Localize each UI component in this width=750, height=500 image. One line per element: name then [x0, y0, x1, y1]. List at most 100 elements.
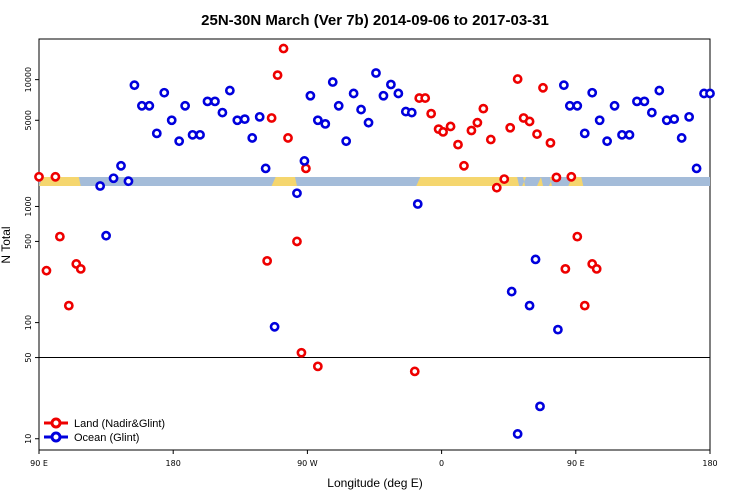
- land-point: [278, 43, 289, 54]
- ocean-point: [348, 88, 359, 99]
- y-tick-label: 500: [24, 234, 33, 249]
- land-point: [579, 300, 590, 311]
- y-tick-label: 10: [24, 434, 33, 444]
- ocean-point: [530, 254, 541, 265]
- land-point: [75, 263, 86, 274]
- y-tick-label: 100: [24, 315, 33, 330]
- land-band-segment: [39, 177, 81, 186]
- ocean-point: [535, 401, 545, 412]
- land-band-segment: [271, 177, 297, 186]
- land-point: [50, 171, 61, 182]
- legend: Land (Nadir&Glint) Ocean (Glint): [44, 417, 165, 444]
- land-point: [292, 236, 302, 247]
- ocean-point: [512, 429, 523, 439]
- ocean-point: [305, 90, 316, 101]
- ocean-point: [393, 88, 404, 99]
- y-tick-label: 5000: [24, 110, 33, 130]
- land-point: [512, 74, 523, 84]
- legend-entry-ocean: Ocean (Glint): [44, 431, 139, 444]
- ocean-band: [39, 177, 710, 186]
- ocean-point: [558, 80, 569, 91]
- land-band-segment: [537, 177, 543, 186]
- legend-marker: [50, 431, 62, 443]
- ocean-point: [632, 96, 642, 107]
- land-point: [472, 117, 483, 128]
- land-point: [409, 366, 420, 377]
- legend-label-ocean: Ocean (Glint): [74, 432, 139, 444]
- ocean-point: [602, 136, 613, 147]
- y-axis-ticks: 5000 10000 10 50 100 500 1000: [24, 67, 39, 444]
- ocean-point: [506, 286, 517, 297]
- ocean-point: [406, 107, 417, 118]
- legend-marker: [50, 417, 62, 429]
- land-point: [524, 116, 535, 127]
- ocean-point: [254, 111, 265, 122]
- ocean-point: [224, 85, 235, 96]
- ocean-point: [151, 128, 162, 139]
- ocean-point: [299, 156, 310, 166]
- ocean-point: [553, 324, 563, 335]
- land-point: [566, 171, 577, 182]
- land-point: [262, 255, 273, 266]
- ocean-point: [646, 107, 657, 118]
- ocean-point: [327, 77, 338, 87]
- land-point: [63, 300, 74, 311]
- land-point: [532, 129, 542, 139]
- ocean-point: [144, 100, 155, 111]
- ocean-point: [341, 136, 352, 147]
- ocean-point: [312, 115, 323, 126]
- ocean-point: [129, 80, 140, 91]
- legend-label-land: Land (Nadir&Glint): [74, 418, 165, 430]
- ocean-point: [187, 129, 198, 140]
- ocean-point: [378, 90, 389, 101]
- ocean-point: [691, 163, 702, 174]
- x-tick-label: 90 W: [297, 459, 318, 468]
- plot-frame: [38, 38, 711, 451]
- x-tick-label: 90 E: [567, 459, 585, 468]
- ocean-series: [95, 68, 715, 439]
- land-point: [538, 82, 548, 93]
- ocean-point: [217, 107, 228, 118]
- ocean-point: [333, 100, 344, 111]
- plot-border: [38, 38, 711, 451]
- land-point: [283, 133, 293, 143]
- x-tick-label: 90 E: [30, 459, 48, 468]
- ocean-point: [661, 115, 672, 126]
- ocean-point: [684, 111, 695, 122]
- ocean-point: [594, 115, 605, 126]
- ocean-point: [116, 160, 126, 171]
- ocean-point: [108, 173, 119, 184]
- ocean-point: [609, 100, 620, 111]
- y-tick-label: 1000: [24, 196, 33, 216]
- ocean-point: [356, 104, 366, 115]
- ocean-point: [195, 129, 205, 140]
- land-point: [478, 103, 489, 114]
- land-point: [485, 134, 496, 145]
- ocean-point: [239, 114, 250, 125]
- land-ocean-band: [39, 177, 710, 186]
- land-series: [34, 43, 602, 377]
- ocean-point: [564, 100, 575, 111]
- ocean-point: [579, 128, 590, 139]
- land-point: [459, 160, 469, 171]
- land-point: [591, 263, 602, 274]
- land-point: [572, 231, 583, 242]
- land-point: [312, 361, 323, 372]
- ocean-point: [292, 188, 302, 199]
- ocean-point: [202, 96, 213, 107]
- legend-entry-land: Land (Nadir&Glint): [44, 417, 165, 430]
- x-axis-label: Longitude (deg E): [327, 476, 422, 490]
- ocean-point: [247, 133, 258, 143]
- land-point: [560, 263, 571, 274]
- land-point: [491, 182, 502, 193]
- ocean-point: [260, 163, 271, 174]
- x-tick-label: 0: [439, 459, 444, 468]
- land-point: [272, 70, 283, 81]
- y-tick-label: 50: [24, 352, 33, 362]
- ocean-point: [654, 85, 665, 96]
- land-point: [499, 174, 510, 184]
- land-point: [438, 127, 448, 137]
- land-point: [545, 137, 556, 148]
- ocean-point: [101, 230, 111, 241]
